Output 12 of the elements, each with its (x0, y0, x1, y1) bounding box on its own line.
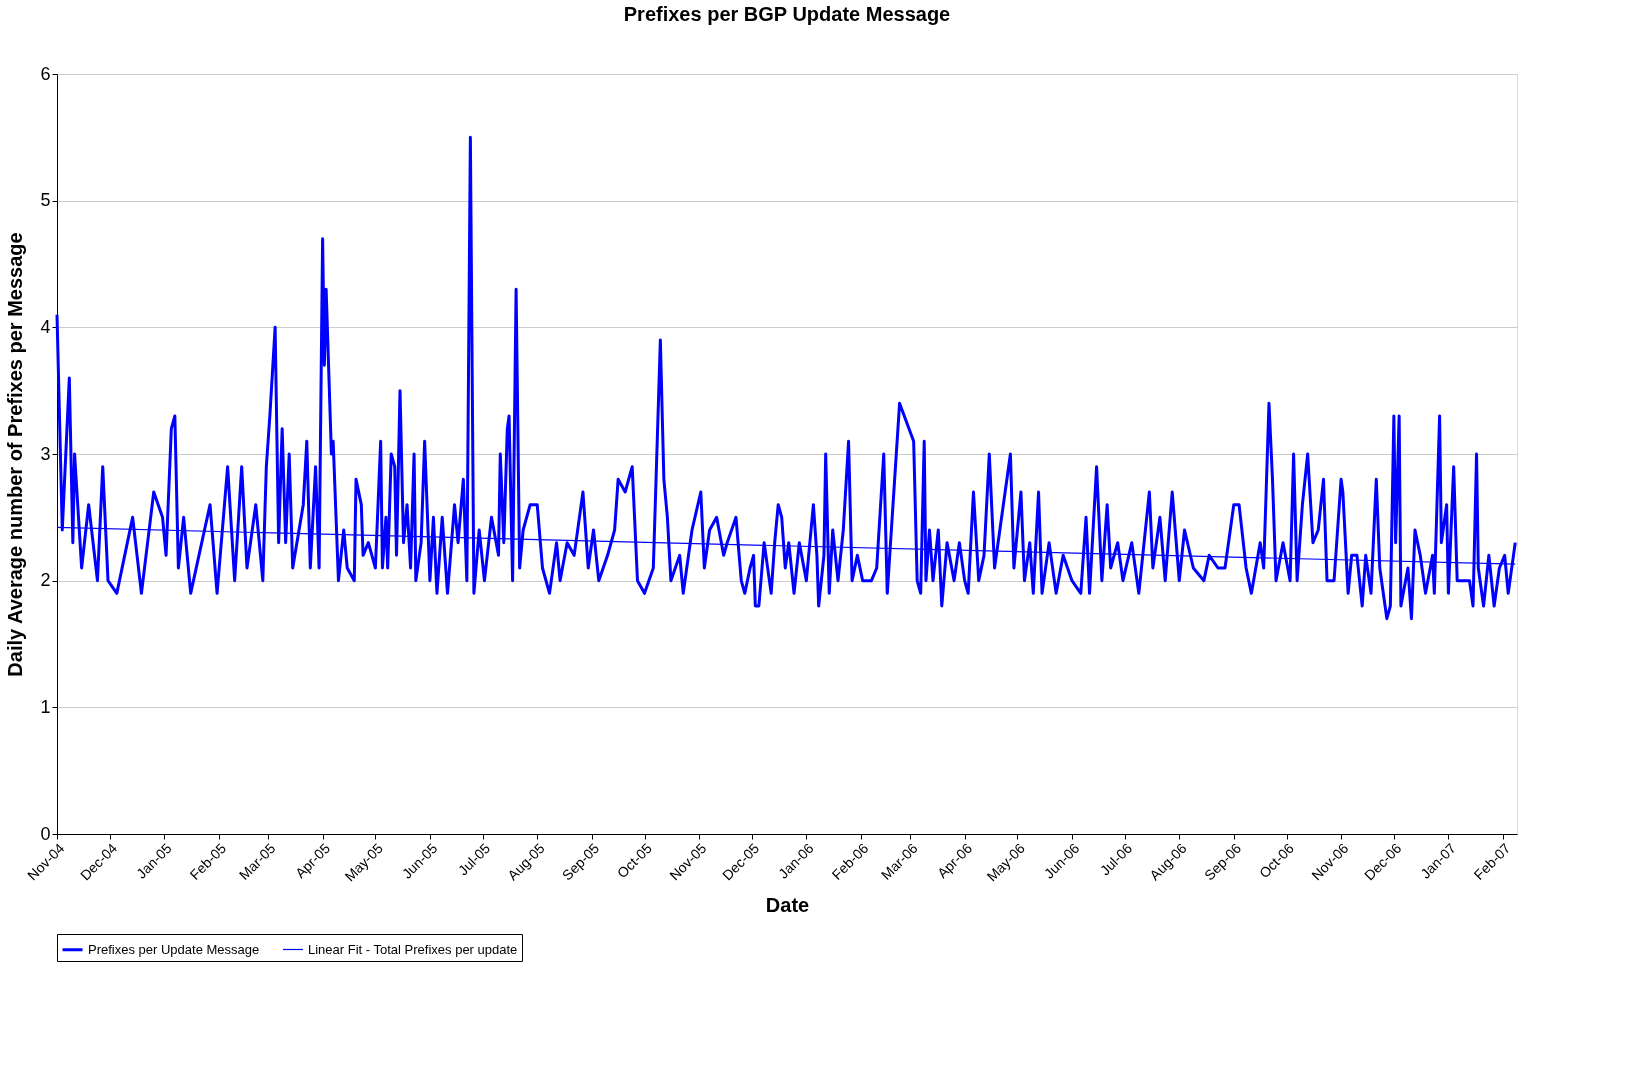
y-tick-label: 6 (40, 63, 51, 84)
legend-label: Linear Fit - Total Prefixes per update (308, 941, 518, 957)
y-tick-label: 1 (40, 696, 51, 717)
chart-title: Prefixes per BGP Update Message (623, 3, 951, 25)
y-tick-label: 3 (40, 443, 51, 464)
y-tick-label: 5 (40, 190, 51, 211)
y-tick-label: 4 (40, 316, 51, 337)
legend-label: Prefixes per Update Message (88, 941, 260, 957)
x-axis-title: Date (765, 894, 810, 917)
y-tick-label: 0 (40, 823, 51, 844)
y-axis-title: Daily Average number of Prefixes per Message (4, 232, 27, 677)
y-tick-label: 2 (40, 570, 51, 591)
